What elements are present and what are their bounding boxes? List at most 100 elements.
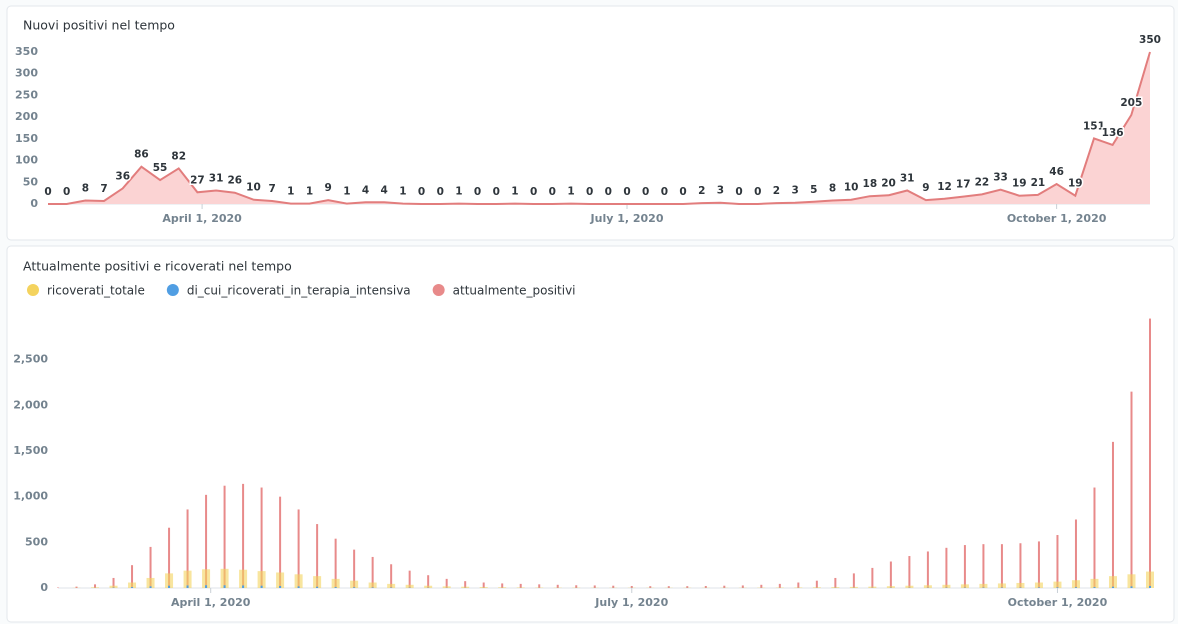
bar (94, 584, 97, 588)
bar (538, 584, 541, 588)
bar (424, 585, 433, 588)
bar (168, 527, 171, 588)
bar (852, 573, 855, 588)
data-label: 27 (190, 174, 205, 186)
data-label: 0 (549, 186, 556, 198)
bar (1146, 571, 1154, 588)
y-tick-label: 100 (15, 154, 38, 167)
bar (257, 571, 266, 588)
bar (723, 585, 726, 588)
bar (926, 551, 929, 588)
bar (146, 577, 155, 588)
bar (1037, 541, 1040, 588)
bar (501, 583, 504, 588)
data-label: 31 (209, 173, 224, 185)
bar (331, 578, 340, 588)
data-label: 1 (399, 186, 406, 198)
bar (405, 584, 414, 588)
bar (109, 585, 118, 588)
data-label: 22 (975, 176, 990, 188)
bar (1149, 318, 1151, 588)
y-tick-label: 150 (15, 132, 38, 145)
data-label: 0 (530, 186, 537, 198)
bar (1149, 585, 1151, 588)
data-label: 0 (605, 186, 612, 198)
x-tick-label: October 1, 2020 (1007, 212, 1107, 225)
bar (960, 584, 969, 588)
data-label: 21 (1031, 177, 1046, 189)
bar (942, 584, 951, 588)
bar (350, 580, 359, 588)
data-label: 7 (100, 183, 107, 195)
data-label: 0 (418, 186, 425, 198)
legend-label: ricoverati_totale (47, 284, 145, 298)
bar (223, 485, 226, 588)
data-label: 1 (567, 186, 574, 198)
bar (1130, 391, 1133, 588)
data-label: 31 (900, 173, 915, 185)
bar (834, 577, 837, 588)
bar (963, 545, 966, 588)
bar (797, 582, 800, 588)
bar (205, 494, 208, 588)
bar (427, 575, 430, 588)
y-tick-label: 2,000 (13, 398, 48, 411)
data-label: 205 (1120, 97, 1142, 109)
bar (556, 584, 559, 588)
data-label: 1 (455, 186, 462, 198)
bar (831, 587, 840, 588)
y-tick-label: 350 (15, 45, 38, 58)
bar (575, 585, 578, 588)
y-tick-label: 300 (15, 67, 38, 80)
bar (1019, 543, 1022, 588)
data-label: 0 (735, 186, 742, 198)
data-label: 3 (717, 185, 724, 197)
bar (498, 587, 507, 588)
bar (1016, 582, 1025, 588)
bar (908, 556, 911, 588)
data-label: 1 (511, 186, 518, 198)
data-label: 19 (1012, 178, 1027, 190)
y-tick-label: 200 (15, 110, 38, 123)
bar (1000, 544, 1003, 588)
data-label: 0 (754, 186, 761, 198)
bar (886, 586, 895, 588)
y-tick-label: 50 (23, 175, 39, 188)
bar (408, 570, 411, 588)
x-tick-label: April 1, 2020 (171, 596, 251, 609)
bar (649, 586, 652, 588)
bar (667, 586, 670, 588)
bar (91, 587, 100, 588)
bar (760, 584, 763, 588)
data-label: 36 (115, 170, 130, 182)
y-tick-label: 0 (30, 197, 38, 210)
bar (297, 586, 300, 588)
bar (239, 569, 248, 588)
bar (387, 583, 396, 588)
bar (593, 585, 596, 588)
bar (461, 586, 470, 588)
data-label: 0 (493, 186, 500, 198)
bar (260, 487, 263, 588)
y-tick-label: 2,500 (13, 353, 48, 366)
bar (612, 585, 615, 588)
bar (1074, 519, 1077, 588)
data-label: 1 (306, 186, 313, 198)
bar (368, 582, 377, 588)
bar (316, 524, 319, 588)
bar (1127, 574, 1136, 588)
data-label: 19 (1068, 178, 1083, 190)
x-tick-label: April 1, 2020 (162, 212, 242, 225)
bar (334, 538, 337, 588)
bar (482, 582, 485, 588)
bar (464, 581, 467, 588)
x-tick-label: July 1, 2020 (594, 596, 668, 609)
bar (1093, 587, 1096, 588)
data-label: 0 (586, 186, 593, 198)
data-label: 5 (810, 184, 817, 196)
bar (849, 586, 858, 588)
bar (223, 585, 226, 588)
data-label: 86 (134, 149, 149, 161)
data-label: 3 (791, 185, 798, 197)
bar (479, 587, 488, 588)
